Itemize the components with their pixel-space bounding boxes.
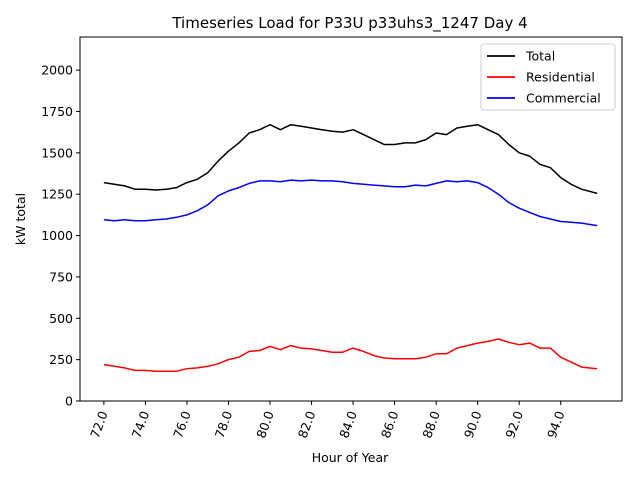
plot-lines [103,123,598,372]
legend-label-residential: Residential [526,70,595,85]
y-tick-label: 1500 [41,145,73,160]
axes-frame [79,36,623,402]
x-axis-label: Hour of Year [312,450,389,465]
y-tick-label: 500 [49,311,73,326]
legend-box [480,43,616,111]
y-axis-ticks: 0 250 500 750 1000 1250 1500 1750 2000 [41,63,80,409]
chart-title: Timeseries Load for P33U p33uhs3_1247 Da… [171,14,527,33]
legend-label-total: Total [525,49,555,64]
y-tick-label: 750 [49,269,73,284]
legend: Total Residential Commercial [480,43,616,111]
series-line-commercial [103,179,598,227]
series-line-total [103,123,598,195]
y-tick-label: 1750 [41,104,73,119]
legend-label-commercial: Commercial [526,91,601,106]
y-tick-label: 0 [65,394,73,409]
y-tick-label: 1250 [41,187,73,202]
y-tick-label: 250 [49,352,73,367]
y-tick-label: 1000 [41,228,73,243]
y-tick-label: 2000 [41,63,73,78]
y-axis-label: kW total [13,193,28,245]
series-line-residential [103,338,598,372]
